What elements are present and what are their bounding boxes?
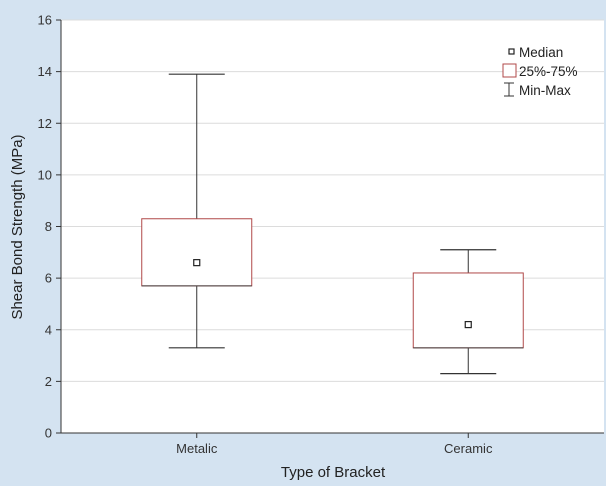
y-axis-title: Shear Bond Strength (MPa) (9, 134, 26, 319)
box-metalic (141, 73, 253, 349)
y-tick-label: 4 (45, 322, 52, 337)
x-axis-title: Type of Bracket (281, 464, 386, 481)
y-tick-label: 0 (45, 426, 52, 441)
median-marker (464, 320, 472, 329)
y-tick-label: 14 (38, 64, 52, 79)
legend: Median 25%-75% Min-Max (502, 45, 578, 98)
y-tick-label: 12 (38, 116, 52, 131)
legend-label: Median (519, 45, 563, 60)
y-tick-label: 6 (45, 271, 52, 286)
box-ceramic (412, 249, 524, 375)
legend-median-icon (508, 48, 515, 55)
x-tick-label: Ceramic (444, 441, 493, 456)
legend-label: Min-Max (519, 83, 571, 98)
plot-group: 0 2 4 6 8 10 12 14 16 Metalic Ceramic Median 25%-75%… (38, 13, 604, 456)
median-marker (193, 259, 201, 267)
y-tick-label: 16 (38, 13, 52, 28)
y-tick-label: 8 (45, 219, 52, 234)
x-tick-label: Metalic (176, 441, 218, 456)
legend-box-icon (502, 63, 517, 78)
legend-label: 25%-75% (519, 64, 578, 79)
y-tick-label: 10 (38, 167, 52, 182)
iqr-box (412, 272, 524, 349)
iqr-box (141, 218, 253, 287)
y-tick-label: 2 (45, 374, 52, 389)
